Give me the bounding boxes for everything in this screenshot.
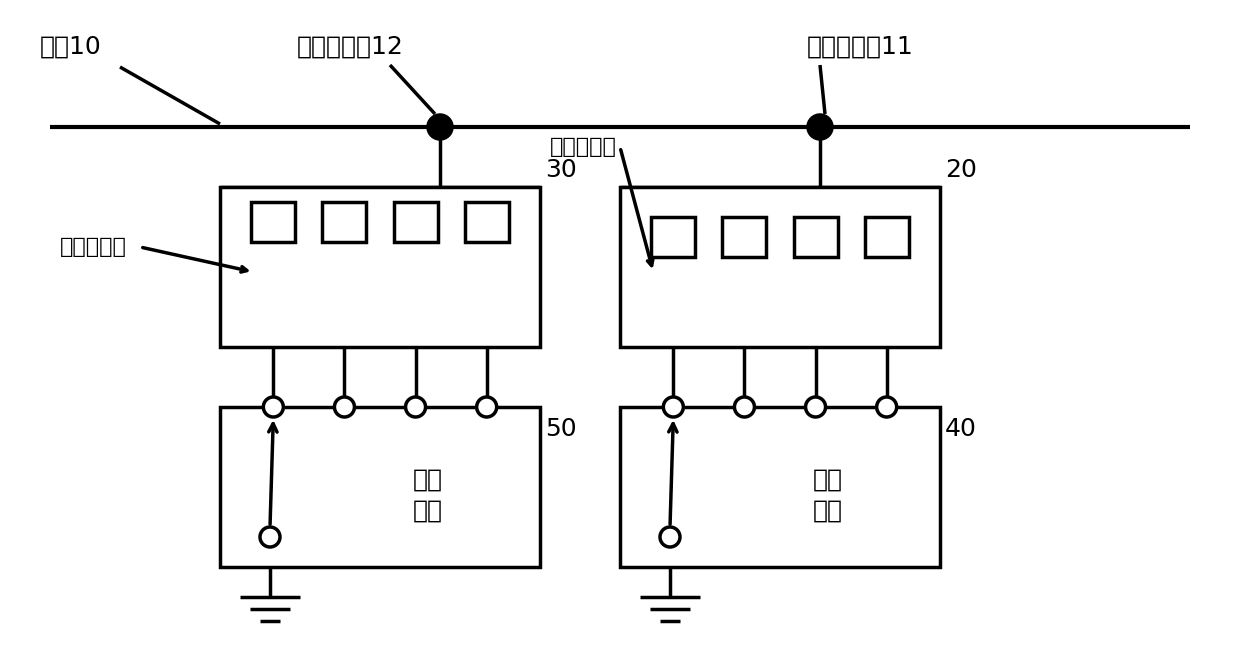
Text: 40: 40	[945, 417, 977, 441]
Text: 第二馈电点12: 第二馈电点12	[296, 35, 403, 59]
Circle shape	[734, 397, 754, 417]
Bar	[620, 407, 940, 567]
Text: 第一
开关: 第一 开关	[813, 467, 843, 523]
Bar	[794, 217, 837, 257]
Bar	[723, 217, 766, 257]
Circle shape	[260, 527, 280, 547]
Text: 第一馈电点11: 第一馈电点11	[807, 35, 914, 59]
Circle shape	[806, 397, 826, 417]
Circle shape	[335, 397, 355, 417]
Text: 天线10: 天线10	[40, 35, 102, 59]
Bar	[651, 217, 696, 257]
Text: 匹配子电路: 匹配子电路	[60, 237, 126, 257]
Bar	[322, 202, 367, 242]
Circle shape	[476, 397, 497, 417]
Text: 第二
开关: 第二 开关	[413, 467, 443, 523]
Circle shape	[808, 115, 832, 139]
Circle shape	[877, 397, 897, 417]
Bar	[393, 202, 438, 242]
Circle shape	[428, 115, 453, 139]
Bar	[465, 202, 508, 242]
Circle shape	[663, 397, 683, 417]
Circle shape	[660, 527, 680, 547]
Bar	[219, 407, 539, 567]
Bar	[620, 187, 940, 347]
Text: 50: 50	[546, 417, 577, 441]
Text: 20: 20	[945, 158, 977, 182]
Text: 匹配子电路: 匹配子电路	[551, 137, 616, 157]
Circle shape	[263, 397, 283, 417]
Text: 30: 30	[546, 158, 577, 182]
Bar	[864, 217, 909, 257]
Bar	[219, 187, 539, 347]
Bar	[252, 202, 295, 242]
Circle shape	[405, 397, 425, 417]
